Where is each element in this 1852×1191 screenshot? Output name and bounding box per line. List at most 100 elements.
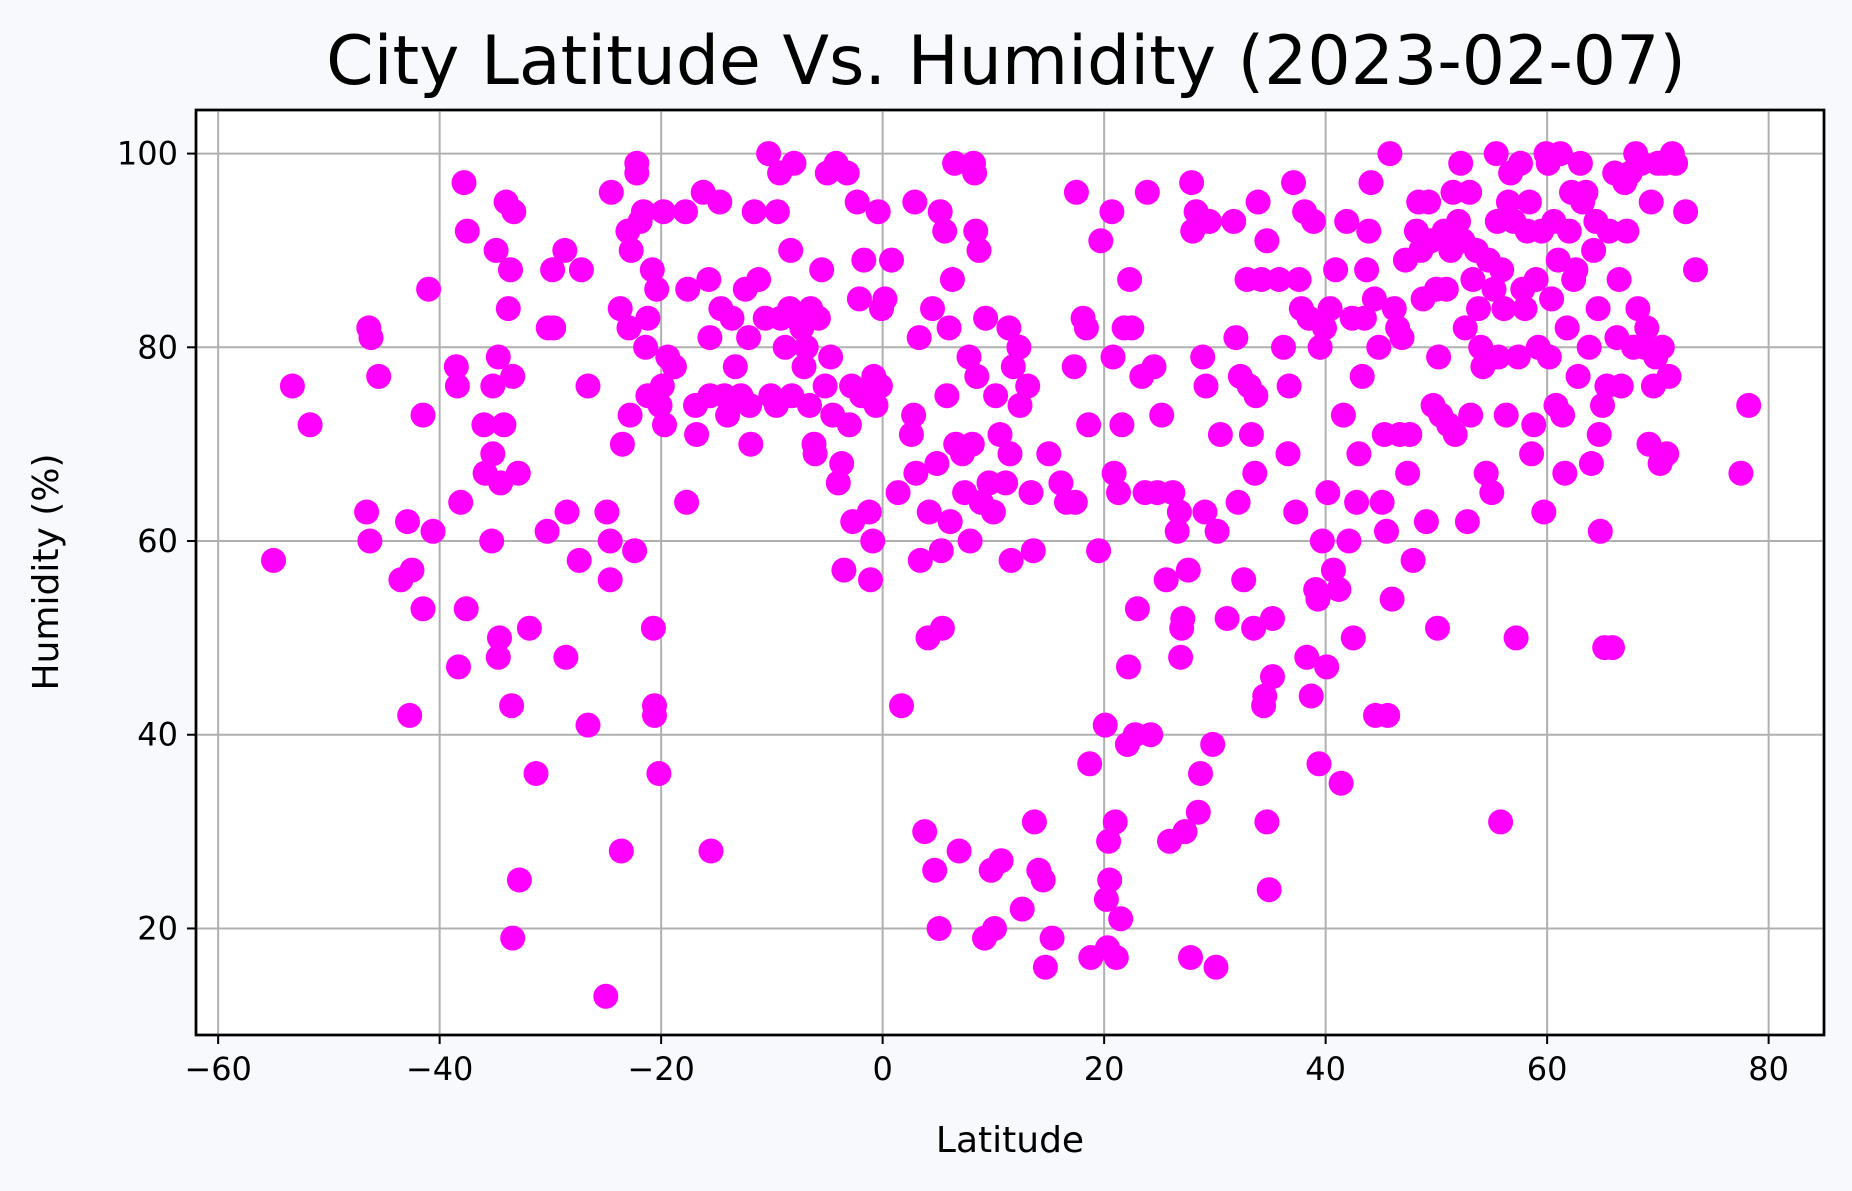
data-point	[927, 199, 953, 225]
data-point	[1108, 906, 1134, 932]
data-point	[575, 712, 601, 738]
data-point	[485, 644, 511, 670]
data-point	[446, 654, 471, 680]
data-point	[448, 489, 474, 515]
data-point	[936, 315, 962, 341]
data-point	[661, 354, 687, 380]
data-point	[1654, 441, 1680, 467]
data-point	[697, 325, 723, 351]
y-tick-label: 80	[137, 328, 178, 366]
data-point	[1634, 315, 1660, 341]
data-point	[1600, 635, 1625, 661]
data-point	[1377, 141, 1403, 167]
data-point	[1009, 896, 1035, 922]
y-tick-label: 60	[137, 522, 178, 560]
data-point	[1375, 702, 1401, 728]
data-point	[858, 567, 883, 593]
data-point	[1531, 499, 1557, 525]
data-point	[1214, 606, 1240, 631]
data-point	[640, 615, 666, 641]
data-point	[856, 499, 882, 525]
data-point	[453, 596, 479, 622]
data-point	[1317, 296, 1343, 322]
data-point	[998, 547, 1024, 573]
data-point	[934, 383, 960, 409]
data-point	[889, 693, 914, 719]
data-point	[1254, 809, 1280, 835]
data-point	[851, 247, 877, 273]
data-point	[622, 538, 648, 564]
data-point	[1736, 392, 1762, 418]
data-point	[1021, 809, 1047, 835]
data-point	[1614, 218, 1640, 244]
data-point	[516, 615, 542, 641]
data-point	[1271, 334, 1296, 360]
data-point	[844, 189, 870, 215]
data-point	[1238, 422, 1264, 447]
data-point	[1606, 267, 1632, 292]
data-point	[1193, 373, 1219, 399]
data-point	[1346, 441, 1372, 467]
data-point	[1608, 373, 1634, 399]
data-point	[553, 644, 579, 670]
data-point	[479, 528, 505, 554]
data-point	[1134, 179, 1160, 205]
data-point	[617, 402, 643, 428]
data-point	[956, 344, 982, 370]
data-point	[1552, 460, 1578, 486]
data-point	[1190, 344, 1216, 370]
data-point	[1088, 228, 1114, 254]
data-point	[1663, 150, 1689, 176]
data-point	[1426, 344, 1452, 370]
data-point	[495, 296, 521, 322]
data-point	[1323, 257, 1349, 283]
data-point	[946, 838, 972, 864]
data-point	[983, 383, 1009, 409]
data-point	[719, 305, 745, 331]
data-point	[1225, 489, 1251, 515]
data-point	[1413, 509, 1439, 535]
data-point	[802, 441, 828, 467]
y-tick-label: 100	[117, 135, 178, 173]
data-point	[593, 983, 619, 1009]
data-point	[1196, 208, 1222, 234]
data-point	[598, 179, 624, 205]
data-point	[980, 499, 1006, 525]
data-point	[1349, 363, 1375, 389]
data-point	[471, 412, 497, 438]
data-point	[778, 237, 804, 263]
data-point	[540, 257, 566, 283]
data-point	[485, 344, 511, 370]
data-point	[1204, 518, 1230, 544]
data-point	[1590, 392, 1615, 418]
data-point	[1096, 828, 1122, 854]
data-point	[416, 276, 442, 302]
data-point	[1231, 567, 1257, 593]
data-point	[1099, 199, 1125, 225]
data-point	[1164, 518, 1190, 544]
data-point	[1170, 606, 1196, 631]
data-point	[1276, 373, 1302, 399]
data-point	[966, 237, 992, 263]
data-point	[1301, 208, 1326, 234]
data-point	[1512, 296, 1538, 322]
data-point	[607, 296, 633, 322]
data-point	[454, 218, 480, 244]
x-tick-label: −60	[184, 1050, 252, 1088]
data-point	[1076, 412, 1102, 438]
data-point	[1516, 189, 1542, 215]
data-point	[1326, 577, 1352, 602]
data-point	[410, 596, 436, 622]
data-point	[1356, 218, 1382, 244]
data-point	[988, 848, 1014, 874]
data-point	[1048, 470, 1074, 496]
data-point	[279, 373, 305, 399]
data-point	[1100, 344, 1126, 370]
data-point	[624, 160, 650, 186]
data-point	[926, 916, 952, 941]
data-point	[1192, 499, 1218, 525]
data-point	[1489, 257, 1515, 283]
data-point	[1315, 480, 1341, 506]
data-point	[1320, 557, 1346, 583]
data-point	[1479, 480, 1505, 506]
